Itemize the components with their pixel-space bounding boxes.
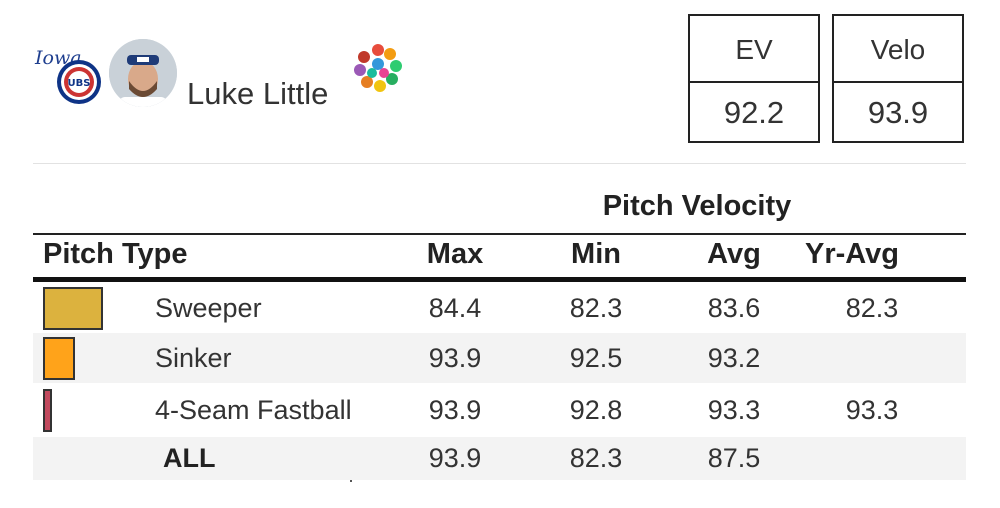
player-header: Iowa UBS Luke Little: [0, 0, 1000, 165]
velo-label: Velo: [834, 16, 962, 83]
max-value: 93.9: [428, 395, 482, 425]
yr-avg-value: 82.3: [845, 293, 899, 323]
ev-value: 92.2: [723, 95, 785, 130]
col-header-min: Min: [571, 238, 621, 270]
svg-text:UBS: UBS: [68, 78, 91, 89]
min-value: 92.5: [569, 343, 623, 373]
header-rule: [33, 277, 966, 282]
pitch-name: 4-Seam Fastball: [155, 395, 352, 425]
pitch-usage-swatch: [43, 287, 103, 330]
header-divider: [33, 163, 966, 164]
velo-stat-box: Velo 93.9: [832, 14, 964, 143]
stray-dot: [350, 480, 352, 482]
yr-avg-value: 93.3: [845, 395, 899, 425]
total-label: ALL: [163, 443, 216, 473]
player-name: Luke Little: [187, 76, 329, 111]
group-header-rule: [33, 233, 966, 235]
min-value: 92.8: [569, 395, 623, 425]
table-row: Sweeper 84.4 82.3 83.6 82.3: [33, 283, 966, 333]
iowa-cubs-logo-icon: Iowa UBS: [33, 42, 105, 108]
avg-value: 83.6: [707, 293, 761, 323]
pitch-mix-icon: [350, 42, 406, 96]
col-header-pitch-type: Pitch Type: [43, 238, 188, 270]
table-total-row: ALL 93.9 82.3 87.5: [33, 437, 966, 480]
table-row: Sinker 93.9 92.5 93.2: [33, 333, 966, 383]
ev-label: EV: [690, 16, 818, 83]
velo-value: 93.9: [867, 95, 929, 130]
total-avg-value: 87.5: [707, 443, 761, 473]
avg-value: 93.3: [707, 395, 761, 425]
pitch-velocity-group-header: Pitch Velocity: [602, 190, 792, 222]
total-min-value: 82.3: [569, 443, 623, 473]
pitch-name: Sweeper: [155, 293, 262, 323]
pitch-usage-swatch: [43, 337, 75, 380]
total-max-value: 93.9: [428, 443, 482, 473]
ev-stat-box: EV 92.2: [688, 14, 820, 143]
avg-value: 93.2: [707, 343, 761, 373]
pitch-name: Sinker: [155, 343, 232, 373]
min-value: 82.3: [569, 293, 623, 323]
col-header-max: Max: [426, 238, 484, 270]
max-value: 84.4: [428, 293, 482, 323]
player-headshot-icon: [109, 39, 177, 107]
col-header-avg: Avg: [707, 238, 761, 270]
table-row: 4-Seam Fastball 93.9 92.8 93.3 93.3: [33, 385, 966, 435]
col-header-yr-avg: Yr-Avg: [805, 238, 899, 270]
pitch-usage-swatch: [43, 389, 52, 432]
max-value: 93.9: [428, 343, 482, 373]
